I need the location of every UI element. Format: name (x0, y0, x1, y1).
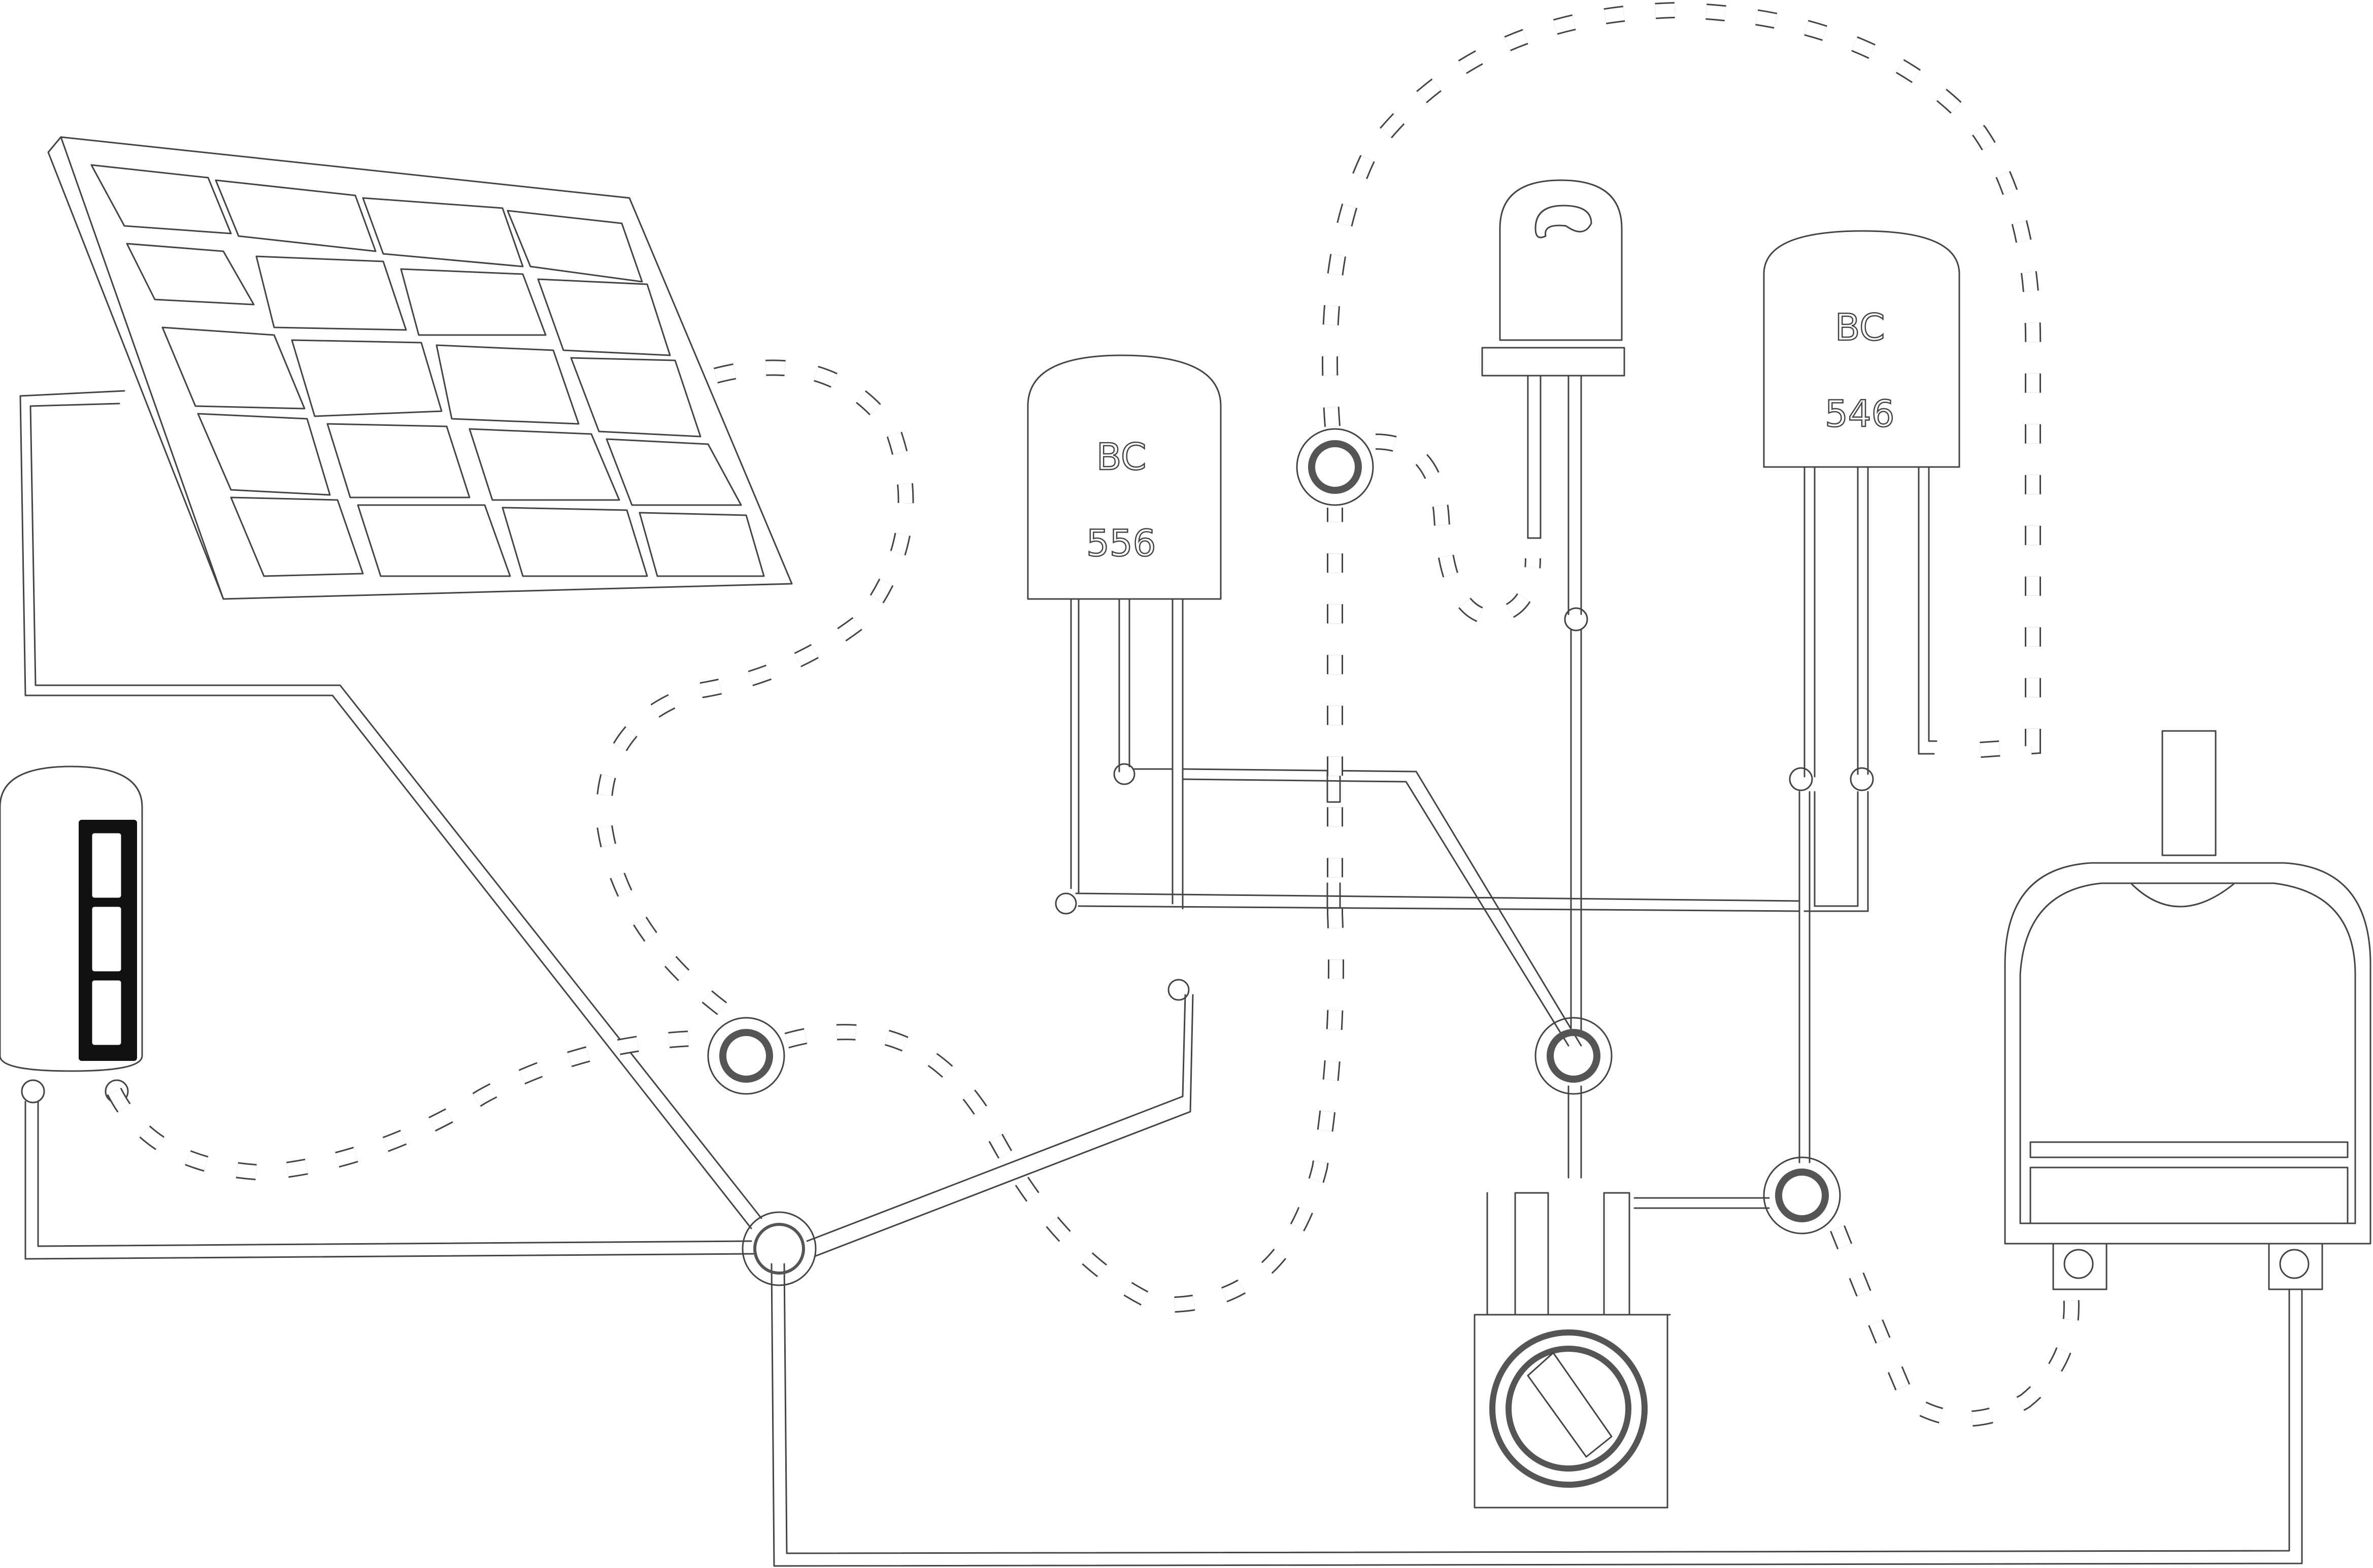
junction-dash-left (707, 1017, 785, 1095)
transistor-bc546-label-top: BC (1835, 306, 1885, 349)
led (1481, 179, 1625, 631)
transistor-bc546: BC 546 (1763, 230, 1960, 791)
transistor-bc556-label-bottom: 556 (1086, 522, 1156, 564)
wires (19, 390, 2303, 1567)
junctions (707, 428, 1841, 1286)
potentiometer (1474, 1192, 1671, 1509)
motor (2004, 730, 2371, 1290)
solar-cells (90, 164, 765, 577)
solar-panel (47, 136, 793, 600)
junction-main (742, 1211, 817, 1286)
transistor-bc546-label-bottom: 546 (1825, 392, 1894, 435)
junction-bc546 (1763, 1156, 1841, 1235)
battery (0, 765, 143, 1104)
dashed-wires (107, 2, 2080, 1427)
transistor-bc556: BC 556 (1027, 354, 1222, 1001)
junction-led (1534, 1017, 1613, 1095)
junction-dash-top (1296, 428, 1374, 506)
transistor-bc556-label-top: BC (1096, 436, 1146, 478)
